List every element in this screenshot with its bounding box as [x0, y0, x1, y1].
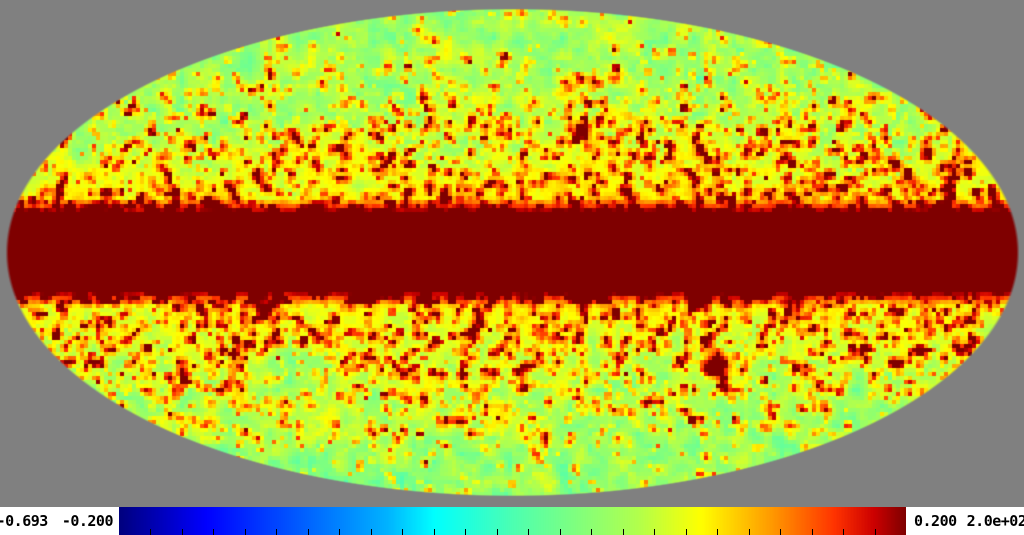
colorbar-max-over-label: 2.0e+02	[966, 512, 1024, 530]
colorbar-row: -0.693 -0.200 0.200 2.0e+02	[0, 507, 1024, 535]
colorbar-max-label: 0.200	[914, 512, 957, 530]
colorbar-right-labels: 0.200 2.0e+02	[906, 507, 1024, 535]
colorbar-gradient	[119, 507, 906, 535]
colorbar-min-label: -0.200	[61, 512, 114, 530]
colorbar-min-under-label: -0.693	[0, 512, 48, 530]
colorbar[interactable]	[119, 507, 906, 535]
colorbar-left-labels: -0.693 -0.200	[0, 507, 119, 535]
mollweide-map-area	[0, 0, 1024, 505]
colorbar-separator	[0, 505, 1024, 507]
mollweide-sky-heatmap	[0, 0, 1024, 505]
